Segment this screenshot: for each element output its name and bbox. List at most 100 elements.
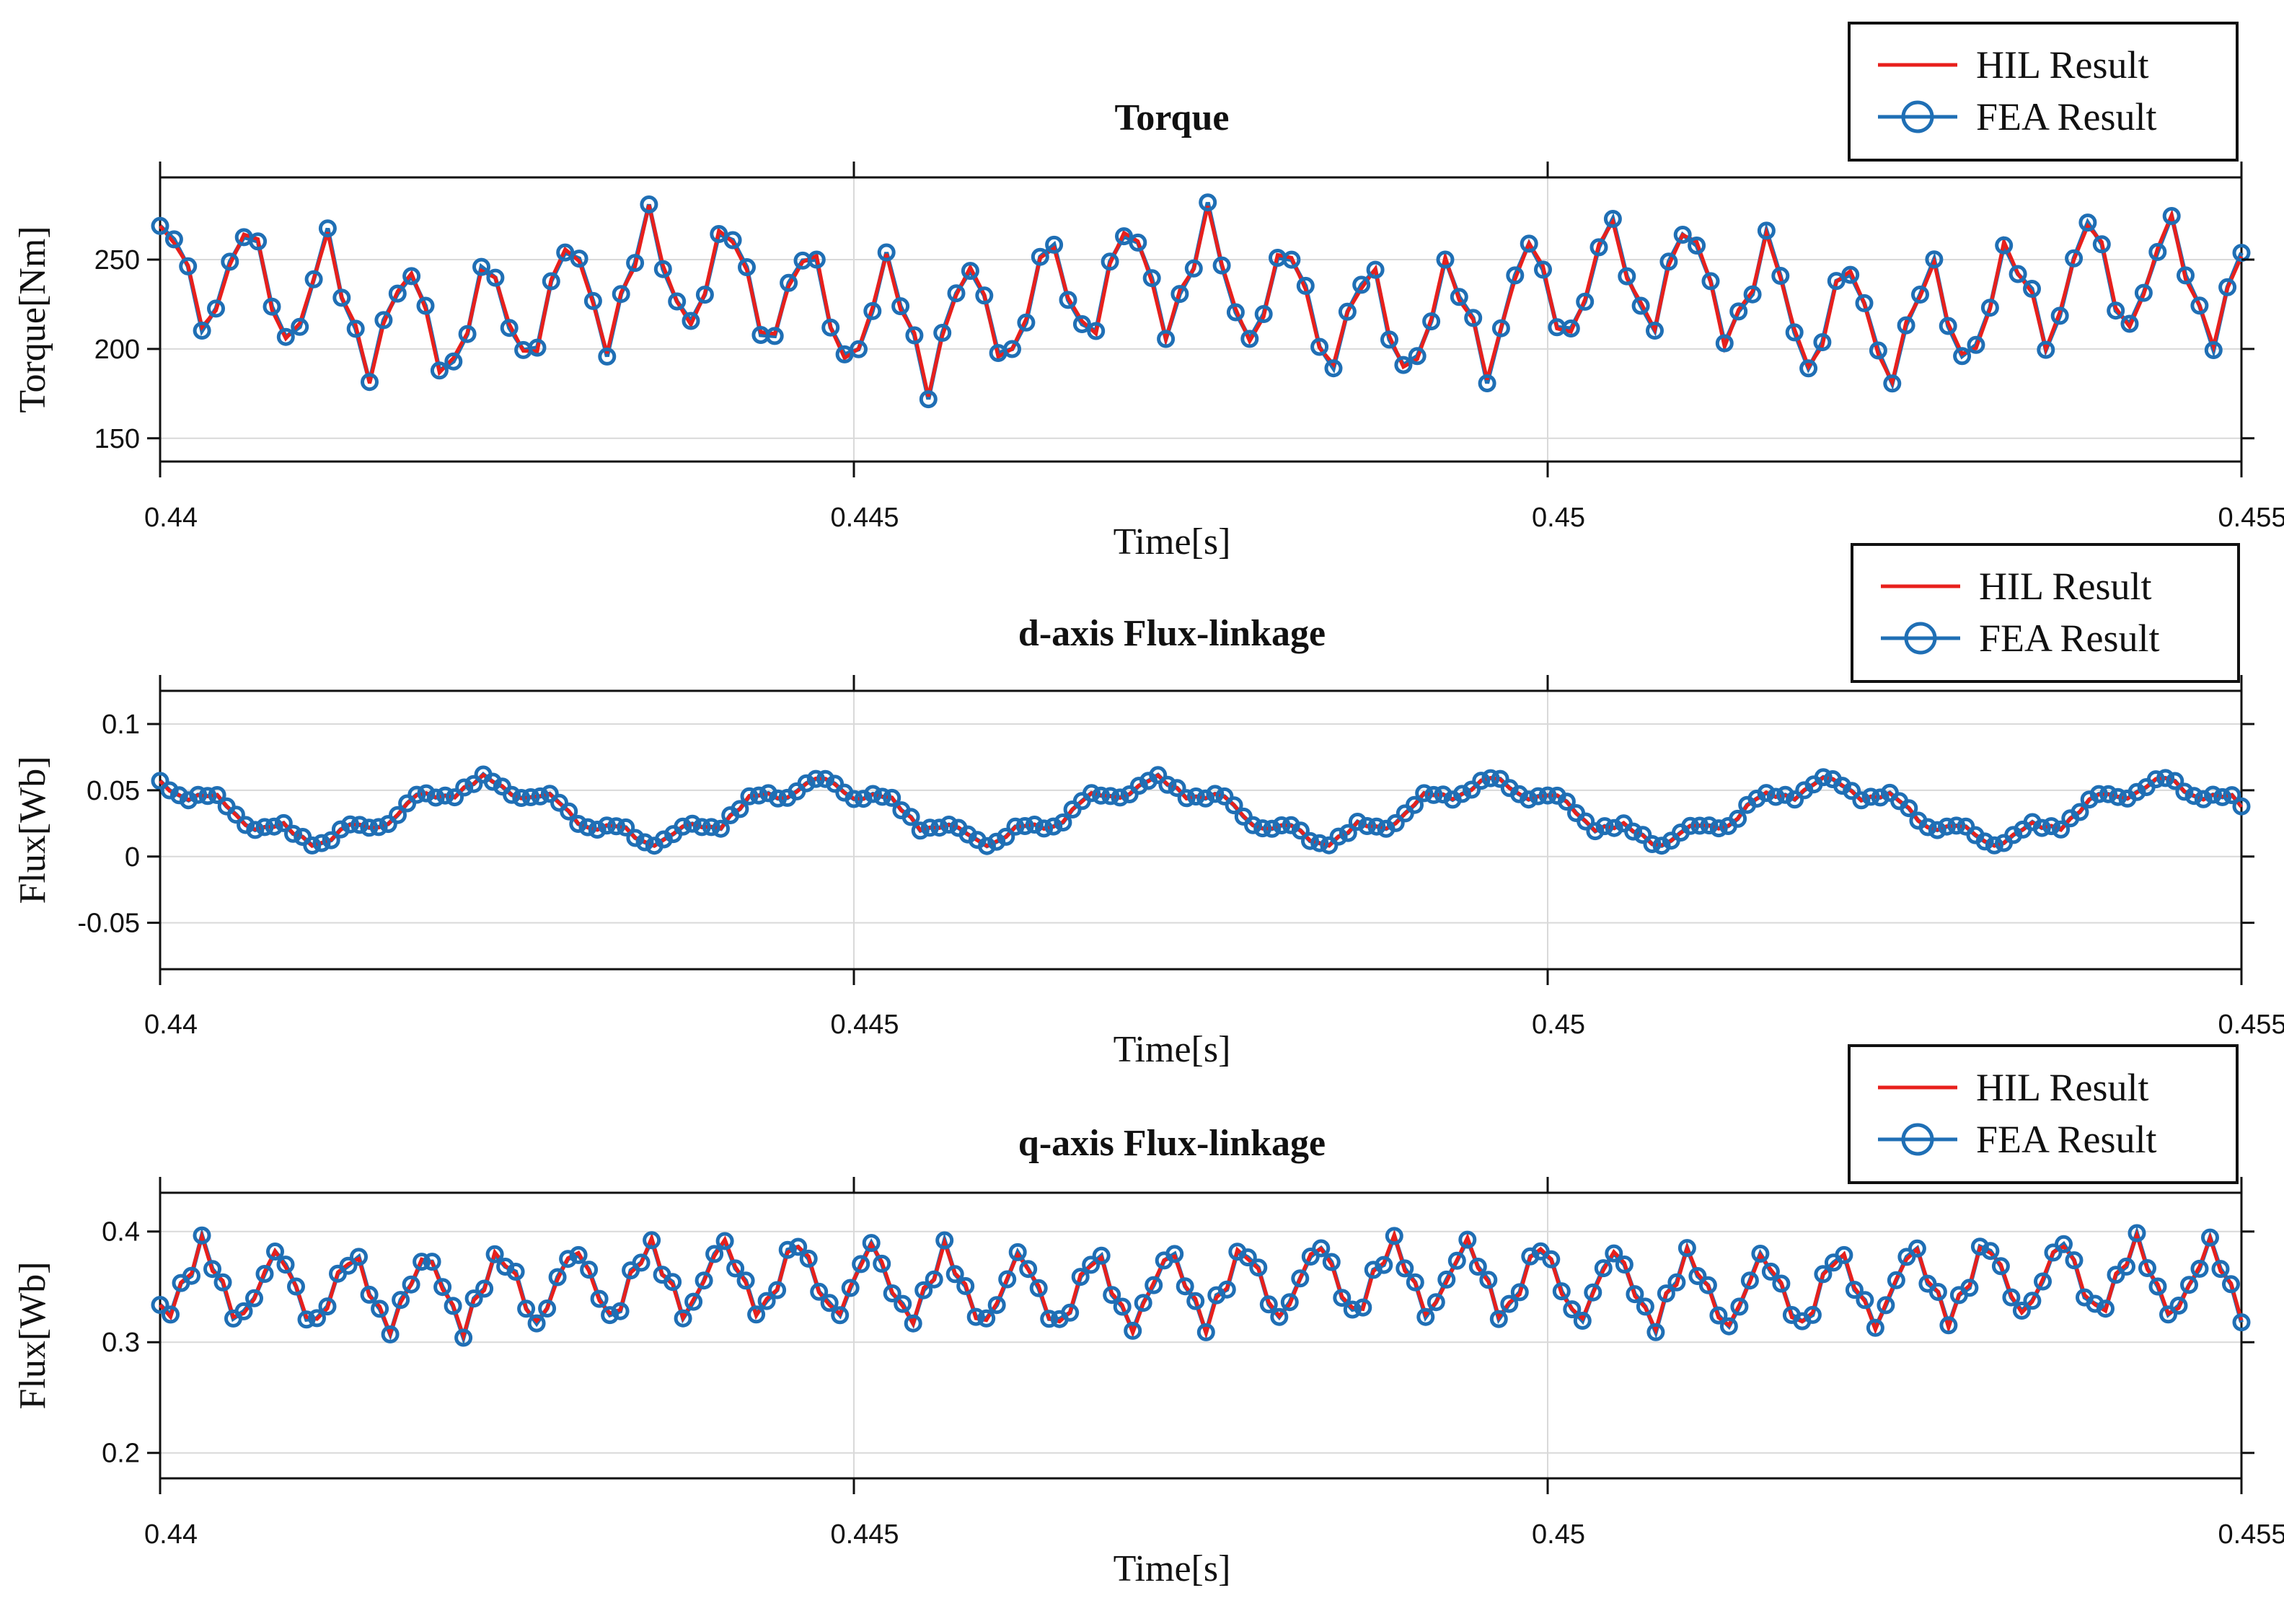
fea-marker — [920, 818, 939, 837]
fea-marker — [312, 834, 331, 852]
fea-marker — [1479, 1271, 1498, 1289]
fea-marker — [1215, 787, 1234, 806]
fea-marker — [987, 1296, 1006, 1315]
fea-marker — [2096, 1299, 2115, 1318]
x-tick-label: 0.445 — [830, 1519, 899, 1550]
fea-marker — [458, 325, 477, 343]
fea-marker — [374, 311, 393, 330]
fea-marker — [1985, 836, 2003, 855]
fea-marker — [674, 817, 692, 836]
fea-marker — [1301, 831, 1319, 850]
fea-marker — [611, 1302, 630, 1320]
fea-marker — [2107, 301, 2125, 320]
fea-marker — [291, 317, 309, 336]
y-axis-label: Flux[Wb] — [12, 1261, 53, 1409]
fea-marker — [1168, 779, 1186, 798]
fea-marker — [1563, 1300, 1582, 1319]
fea-marker — [1165, 1245, 1184, 1263]
plot-frame — [159, 176, 2243, 463]
fea-marker — [1019, 1260, 1038, 1279]
fea-marker — [1897, 316, 1915, 335]
legend-box — [1848, 22, 2239, 162]
fea-marker — [392, 1291, 410, 1310]
fea-marker — [877, 243, 896, 262]
fea-marker — [538, 1299, 557, 1318]
fea-marker — [1845, 1281, 1864, 1299]
fea-marker — [1044, 817, 1063, 836]
fea-marker — [2109, 787, 2128, 806]
fea-marker — [1101, 252, 1119, 271]
fea-marker — [1272, 816, 1291, 834]
fea-marker — [1776, 785, 1794, 804]
fea-marker — [2222, 1275, 2240, 1294]
fea-marker — [1489, 1310, 1508, 1328]
fea-marker — [1813, 333, 1832, 351]
fea-marker — [454, 1328, 473, 1347]
fea-marker — [1786, 790, 1804, 809]
fea-marker — [1980, 299, 1999, 317]
fea-marker — [2117, 1257, 2135, 1276]
fea-marker — [371, 1299, 389, 1318]
fea-marker — [2177, 266, 2195, 285]
fea-marker — [151, 216, 169, 235]
fea-marker — [2078, 213, 2097, 232]
fea-marker — [1626, 1285, 1644, 1304]
fea-marker — [1348, 813, 1367, 831]
fea-marker — [1677, 1239, 1696, 1258]
fea-marker — [318, 1297, 337, 1316]
fea-marker — [444, 1297, 462, 1315]
fea-marker — [682, 312, 700, 330]
chart-q-axis: 0.2 0.3 0.4 0.44 0.445 0.45 0.455 q-axis Flux-l… — [12, 1044, 2284, 1589]
fea-marker — [556, 243, 575, 262]
fea-marker — [1757, 221, 1776, 240]
fea-marker — [500, 319, 519, 337]
legend-fea-label: FEA Result — [1979, 617, 2160, 660]
fea-marker — [350, 1248, 368, 1266]
fea-marker — [203, 1260, 221, 1279]
fea-marker — [2201, 1228, 2219, 1247]
fea-marker — [1087, 322, 1106, 340]
fea-marker — [2148, 242, 2167, 261]
fea-marker — [1576, 292, 1595, 311]
fea-marker — [402, 267, 421, 286]
fea-marker — [1366, 260, 1385, 279]
fea-marker — [2218, 278, 2237, 296]
fea-marker — [1157, 330, 1176, 348]
fea-marker — [1367, 817, 1386, 836]
fea-marker — [705, 1245, 724, 1263]
fea-marker — [810, 1282, 829, 1301]
fea-marker — [1719, 1317, 1738, 1336]
fea-marker — [1253, 819, 1272, 838]
fea-marker — [1291, 821, 1310, 840]
fea-marker — [1386, 813, 1405, 832]
fea-marker — [2034, 1272, 2052, 1291]
fea-marker — [1254, 305, 1273, 323]
fea-marker — [632, 1253, 651, 1272]
fea-marker — [226, 806, 245, 824]
fea-marker — [749, 786, 768, 805]
fea-marker — [883, 788, 901, 807]
fea-marker — [1529, 787, 1548, 806]
fea-marker — [221, 252, 239, 271]
fea-marker — [1841, 265, 1860, 284]
fea-marker — [1701, 272, 1720, 291]
fea-marker — [485, 1245, 504, 1263]
fea-marker — [1312, 1239, 1331, 1258]
fea-marker — [780, 273, 798, 292]
fea-marker — [1196, 1323, 1215, 1341]
fea-marker — [1145, 1276, 1163, 1294]
fea-marker — [854, 790, 873, 808]
fea-marker — [332, 288, 351, 307]
fea-marker — [1437, 1270, 1456, 1289]
fea-marker — [1573, 1312, 1592, 1330]
fea-marker — [1740, 1271, 1759, 1290]
fea-marker — [668, 292, 687, 311]
y-tick-label: 0.2 — [102, 1439, 140, 1469]
fea-marker — [413, 1253, 431, 1271]
fea-marker — [826, 775, 845, 793]
fea-marker — [389, 806, 407, 824]
fea-marker — [540, 785, 559, 803]
fea-marker — [1352, 275, 1371, 294]
fea-marker — [935, 1231, 954, 1250]
fea-marker — [2175, 782, 2194, 801]
